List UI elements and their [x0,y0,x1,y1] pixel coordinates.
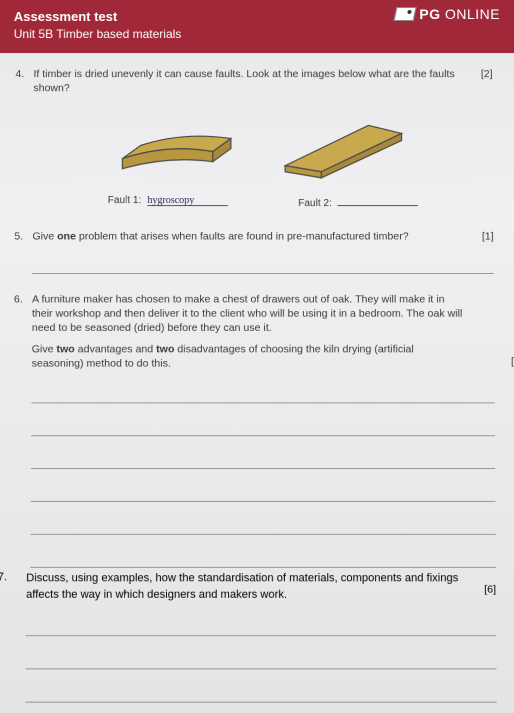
fault-2-label-group: Fault 2: [298,194,418,211]
fault-2-answer-line [338,194,419,206]
answer-lines [25,613,496,702]
fault-1-answer-line: hygroscopy [147,194,227,206]
timber-fault-2-icon [273,114,414,185]
question-number: 6. [14,292,23,306]
brand-light: ONLINE [445,6,500,22]
answer-line [31,512,496,535]
unit-subtitle: Unit 5B Timber based materials [14,26,182,43]
timber-fault-1-icon [112,114,243,185]
fault-1-handwritten: hygroscopy [147,195,194,206]
brand-logo: PG ONLINE [395,6,500,22]
fault-labels-row: Fault 1: hygroscopy Fault 2: [33,194,494,211]
answer-line [31,446,495,469]
fault-1-label: Fault 1: [108,194,142,208]
fault-1-label-group: Fault 1: hygroscopy [108,194,228,211]
question-text: Give one problem that arises when faults… [32,229,493,243]
question-text: Discuss, using examples, how the standar… [26,571,496,603]
answer-line [31,381,494,403]
question-7: 7. Discuss, using examples, how the stan… [0,571,497,702]
answer-line [25,680,496,703]
page-header: Assessment test Unit 5B Timber based mat… [0,0,514,53]
answer-line [31,414,495,437]
fault-2-label: Fault 2: [298,197,332,211]
marks-badge: [2] [481,67,493,81]
question-5: 5. Give one problem that arises when fau… [32,229,494,274]
header-left: Assessment test Unit 5B Timber based mat… [14,8,182,43]
question-number: 5. [14,229,23,243]
question-4: 4. If timber is dried unevenly it can ca… [33,67,494,211]
question-6: 6. A furniture maker has chosen to make … [30,292,496,567]
content-area: 4. If timber is dried unevenly it can ca… [0,53,514,568]
marks-badge: [1] [482,229,494,243]
laptop-icon [394,7,417,21]
assessment-title: Assessment test [14,8,182,26]
answer-line [30,545,496,568]
answer-line [31,479,496,502]
answer-line [26,613,497,636]
question-subtext: Give two advantages and two disadvantage… [32,342,495,371]
question-number: 4. [15,67,24,81]
question-number: 7. [0,571,7,583]
timber-figures [33,114,493,185]
answer-line [26,647,497,670]
marks-badge: [6] [484,584,496,596]
answer-lines [30,381,496,568]
question-text: If timber is dried unevenly it can cause… [33,67,492,95]
answer-line [32,254,494,274]
brand-text: PG ONLINE [419,6,500,22]
brand-bold: PG [419,6,440,22]
worksheet-page: Assessment test Unit 5B Timber based mat… [0,0,514,713]
question-text: A furniture maker has chosen to make a c… [32,292,494,335]
